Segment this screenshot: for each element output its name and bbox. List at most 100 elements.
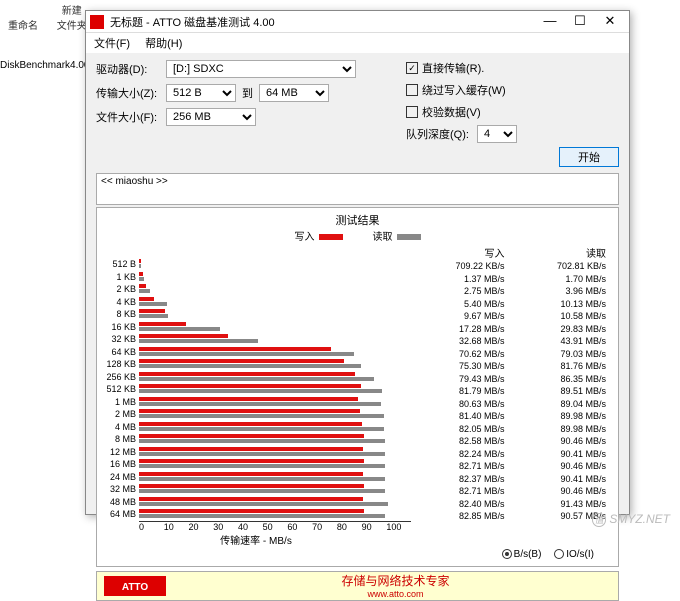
read-value: 10.58 MB/s (513, 311, 615, 321)
chart-area: 512 B 1 KB 2 KB 4 KB 8 KB 16 KB 32 KB 64… (101, 245, 411, 547)
titlebar[interactable]: 无标题 - ATTO 磁盘基准测试 4.00 — ☐ ✕ (86, 11, 629, 33)
chart-row: 512 KB (101, 383, 411, 396)
write-value: 82.71 MB/s (411, 486, 513, 496)
drive-label: 驱动器(D): (96, 61, 166, 77)
read-bar (139, 339, 258, 343)
log-box[interactable]: << miaoshu >> (96, 173, 619, 205)
write-value: 82.71 MB/s (411, 461, 513, 471)
queue-select[interactable]: 4 (477, 125, 517, 143)
chart-row: 256 KB (101, 371, 411, 384)
chart-row: 32 KB (101, 333, 411, 346)
write-bar (139, 509, 364, 513)
write-value: 81.79 MB/s (411, 386, 513, 396)
read-bar (139, 314, 168, 318)
menu-file[interactable]: 文件(F) (94, 38, 130, 50)
row-label: 16 MB (101, 459, 139, 469)
menu-help[interactable]: 帮助(H) (145, 38, 182, 50)
results-panel: 测试结果 写入 读取 512 B 1 KB 2 KB 4 KB 8 KB 16 … (96, 207, 619, 567)
row-label: 12 MB (101, 447, 139, 457)
read-value: 702.81 KB/s (513, 261, 615, 271)
bypass-label: 绕过写入缓存(W) (422, 82, 506, 98)
data-row: 82.85 MB/s90.57 MB/s (411, 510, 614, 523)
write-bar (139, 309, 165, 313)
row-label: 2 KB (101, 284, 139, 294)
row-label: 512 KB (101, 384, 139, 394)
queue-label: 队列深度(Q): (406, 126, 469, 142)
file-size-label: 文件大小(F): (96, 109, 166, 125)
chart-row: 512 B (101, 258, 411, 271)
watermark-icon: 值 (592, 513, 606, 527)
legend-read-swatch (397, 234, 421, 240)
row-label: 64 MB (101, 509, 139, 519)
maximize-button[interactable]: ☐ (565, 12, 595, 32)
close-button[interactable]: ✕ (595, 12, 625, 32)
bypass-checkbox[interactable] (406, 84, 418, 96)
atto-window: 无标题 - ATTO 磁盘基准测试 4.00 — ☐ ✕ 文件(F) 帮助(H)… (85, 10, 630, 515)
read-value: 89.04 MB/s (513, 399, 615, 409)
read-bar (139, 377, 374, 381)
verify-checkbox[interactable] (406, 106, 418, 118)
write-bar (139, 259, 141, 263)
data-row: 70.62 MB/s79.03 MB/s (411, 348, 614, 361)
data-row: 81.40 MB/s89.98 MB/s (411, 410, 614, 423)
read-value: 1.70 MB/s (513, 274, 615, 284)
chart-row: 48 MB (101, 496, 411, 509)
row-label: 64 KB (101, 347, 139, 357)
row-label: 24 MB (101, 472, 139, 482)
write-value: 81.40 MB/s (411, 411, 513, 421)
radio-bs[interactable] (502, 549, 512, 559)
data-row: 1.37 MB/s1.70 MB/s (411, 273, 614, 286)
write-bar (139, 284, 146, 288)
read-value: 90.41 MB/s (513, 474, 615, 484)
file-size-select[interactable]: 256 MB (166, 108, 256, 126)
data-area: 写入 读取 709.22 KB/s702.81 KB/s1.37 MB/s1.7… (411, 245, 614, 547)
direct-label: 直接传输(R). (422, 60, 484, 76)
read-bar (139, 502, 388, 506)
watermark: 值 SMYZ.NET (592, 512, 670, 527)
read-value: 90.46 MB/s (513, 436, 615, 446)
unit-radios: B/s(B) IO/s(I) (101, 547, 614, 562)
drive-select[interactable]: [D:] SDXC (166, 60, 356, 78)
window-title: 无标题 - ATTO 磁盘基准测试 4.00 (110, 14, 535, 30)
read-value: 29.83 MB/s (513, 324, 615, 334)
verify-label: 校验数据(V) (422, 104, 481, 120)
direct-checkbox[interactable]: ✓ (406, 62, 418, 74)
chart-row: 128 KB (101, 358, 411, 371)
write-value: 17.28 MB/s (411, 324, 513, 334)
size-to-select[interactable]: 64 MB (259, 84, 329, 102)
write-value: 1.37 MB/s (411, 274, 513, 284)
write-bar (139, 397, 358, 401)
write-value: 5.40 MB/s (411, 299, 513, 309)
read-bar (139, 302, 167, 306)
data-row: 82.05 MB/s89.98 MB/s (411, 423, 614, 436)
data-row: 80.63 MB/s89.04 MB/s (411, 398, 614, 411)
footer-banner[interactable]: ATTO 存储与网络技术专家 www.atto.com (96, 571, 619, 601)
read-bar (139, 327, 220, 331)
row-label: 256 KB (101, 372, 139, 382)
write-bar (139, 422, 362, 426)
start-button[interactable]: 开始 (559, 147, 619, 167)
read-value: 89.98 MB/s (513, 411, 615, 421)
write-bar (139, 372, 355, 376)
write-bar (139, 459, 364, 463)
size-from-select[interactable]: 512 B (166, 84, 236, 102)
read-value: 3.96 MB/s (513, 286, 615, 296)
chart-row: 2 MB (101, 408, 411, 421)
row-label: 16 KB (101, 322, 139, 332)
read-bar (139, 439, 385, 443)
minimize-button[interactable]: — (535, 12, 565, 32)
write-value: 2.75 MB/s (411, 286, 513, 296)
read-value: 90.41 MB/s (513, 449, 615, 459)
radio-ios[interactable] (554, 549, 564, 559)
read-bar (139, 452, 385, 456)
legend-read-label: 读取 (373, 232, 393, 243)
chart-row: 12 MB (101, 446, 411, 459)
row-label: 8 MB (101, 434, 139, 444)
read-bar (139, 477, 385, 481)
write-value: 82.40 MB/s (411, 499, 513, 509)
menubar: 文件(F) 帮助(H) (86, 33, 629, 53)
write-bar (139, 297, 154, 301)
col-write: 写入 (411, 245, 513, 260)
read-bar (139, 402, 381, 406)
row-label: 4 KB (101, 297, 139, 307)
